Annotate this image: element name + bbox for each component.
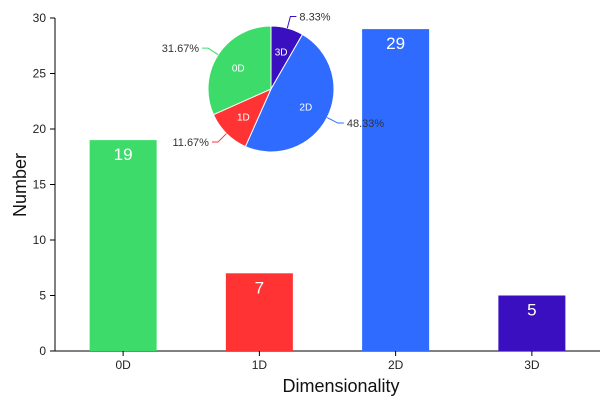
y-tick-label: 15 — [33, 178, 47, 192]
y-tick-label: 25 — [33, 67, 47, 81]
bar-value-label: 19 — [114, 145, 133, 164]
x-tick-label: 2D — [388, 358, 404, 372]
pie-slice-label: 2D — [299, 103, 312, 114]
pie-leader-line — [326, 117, 344, 124]
pie-leader-line — [202, 47, 219, 56]
y-tick-label: 0 — [39, 344, 46, 358]
pie-slice-label: 3D — [275, 47, 288, 58]
y-tick-label: 30 — [33, 11, 47, 25]
pie-slice-2d — [244, 33, 335, 153]
y-tick-label: 5 — [39, 289, 46, 303]
pie-percent-label: 31.67% — [162, 43, 200, 55]
bar-value-label: 5 — [527, 301, 536, 320]
pie-leader-line — [286, 16, 297, 29]
bar-3d — [498, 295, 566, 351]
x-axis-title: Dimensionality — [282, 376, 399, 396]
pie-percent-label: 48.33% — [347, 118, 385, 130]
x-tick-label: 0D — [115, 358, 131, 372]
x-tick-label: 3D — [524, 358, 540, 372]
pie-leader-line — [211, 133, 227, 143]
pie-slice-label: 1D — [237, 113, 250, 124]
pie-slice-label: 0D — [232, 64, 245, 75]
bar-2d — [362, 29, 430, 351]
x-tick-label: 1D — [252, 358, 268, 372]
bar-1d — [225, 273, 293, 351]
pie-percent-label: 8.33% — [299, 12, 330, 24]
bar-value-label: 29 — [386, 34, 405, 53]
y-tick-label: 10 — [33, 233, 47, 247]
y-tick-label: 20 — [33, 122, 47, 136]
pie-slice-0d — [207, 25, 272, 116]
y-axis-title: Number — [10, 153, 30, 217]
bar-chart: 0 5 10 15 20 25 30 0D 1D 2D 3D 19 7 29 5 Number Dime… — [10, 11, 600, 396]
pie-percent-label: 11.67% — [172, 137, 209, 149]
pie-chart: 3D 8.33% 2D 48.33% 1D 11.67% 0D 31.67% — [162, 12, 385, 153]
bar-value-label: 7 — [255, 278, 264, 297]
bar-0d — [89, 140, 157, 351]
